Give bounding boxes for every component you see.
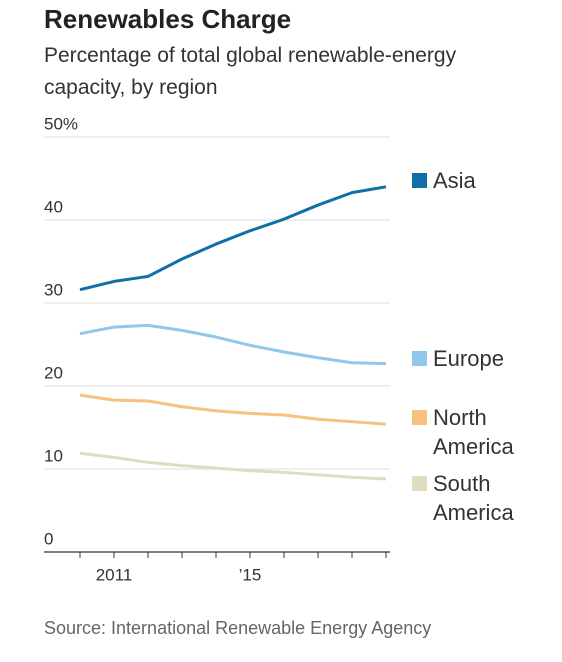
x-tick-label: ’15 xyxy=(239,565,262,584)
legend-label: Europe xyxy=(433,346,504,371)
series-line xyxy=(79,451,387,481)
legend-swatch xyxy=(412,476,427,491)
series-line xyxy=(79,185,387,292)
x-tick-label: 2011 xyxy=(96,565,133,584)
legend-label: Asia xyxy=(433,168,476,193)
chart-subtitle: Percentage of total global renewable-ene… xyxy=(44,44,457,99)
series-line xyxy=(79,323,387,366)
legend-swatch xyxy=(412,173,427,188)
legend-label: South America xyxy=(433,471,514,525)
legend-swatch xyxy=(412,410,427,425)
y-tick-label: 20 xyxy=(44,363,63,382)
source-note: Source: International Renewable Energy A… xyxy=(44,618,432,638)
y-tick-label: 0 xyxy=(44,529,53,548)
legend-label: North America xyxy=(433,405,514,459)
y-tick-label: 40 xyxy=(44,197,63,216)
y-tick-label: 10 xyxy=(44,446,63,465)
legend-swatch xyxy=(412,351,427,366)
series-line xyxy=(79,393,387,426)
y-tick-label: 30 xyxy=(44,280,63,299)
chart-title: Renewables Charge xyxy=(44,4,292,34)
y-tick-label: 50% xyxy=(44,114,78,133)
